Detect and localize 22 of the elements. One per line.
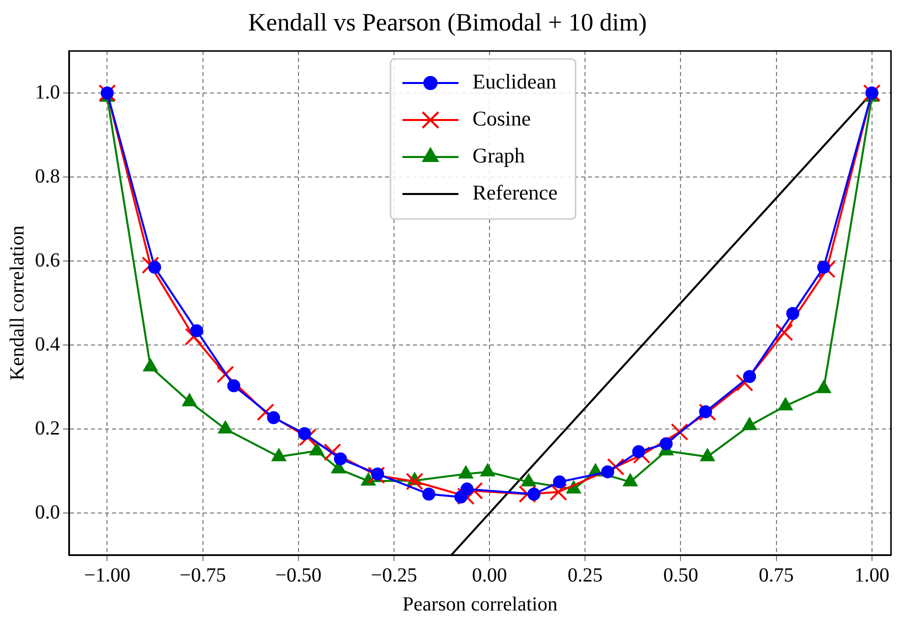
x-tick-label: −0.75 — [180, 564, 226, 586]
y-tick-label: 0.0 — [35, 501, 60, 524]
x-tick-label: 1.00 — [854, 564, 890, 586]
y-tick-label: 1.0 — [35, 81, 60, 104]
x-tick-label: 0.50 — [663, 564, 698, 586]
legend-label: Reference — [472, 180, 558, 205]
legend-label: Cosine — [472, 106, 531, 131]
x-tick-label: −0.25 — [370, 564, 418, 586]
legend-label: Euclidean — [472, 70, 557, 94]
x-tick-label: 0.25 — [568, 564, 603, 586]
x-axis-title: Pearson correlation — [402, 593, 558, 616]
y-tick-label: 0.2 — [35, 417, 60, 440]
legend-label: Graph — [472, 144, 526, 168]
x-tick-label: 0.00 — [472, 564, 508, 586]
y-tick-label: 0.6 — [35, 249, 60, 272]
y-axis-title: Kendall correlation — [6, 226, 28, 380]
y-tick-label: 0.4 — [35, 333, 60, 356]
x-tick-label: −1.00 — [84, 564, 130, 586]
x-tick-label: −0.50 — [275, 564, 322, 586]
x-tick-label: 0.75 — [758, 564, 794, 586]
chart-title: Kendall vs Pearson (Bimodal + 10 dim) — [248, 10, 647, 37]
y-tick-label: 0.8 — [35, 165, 60, 188]
